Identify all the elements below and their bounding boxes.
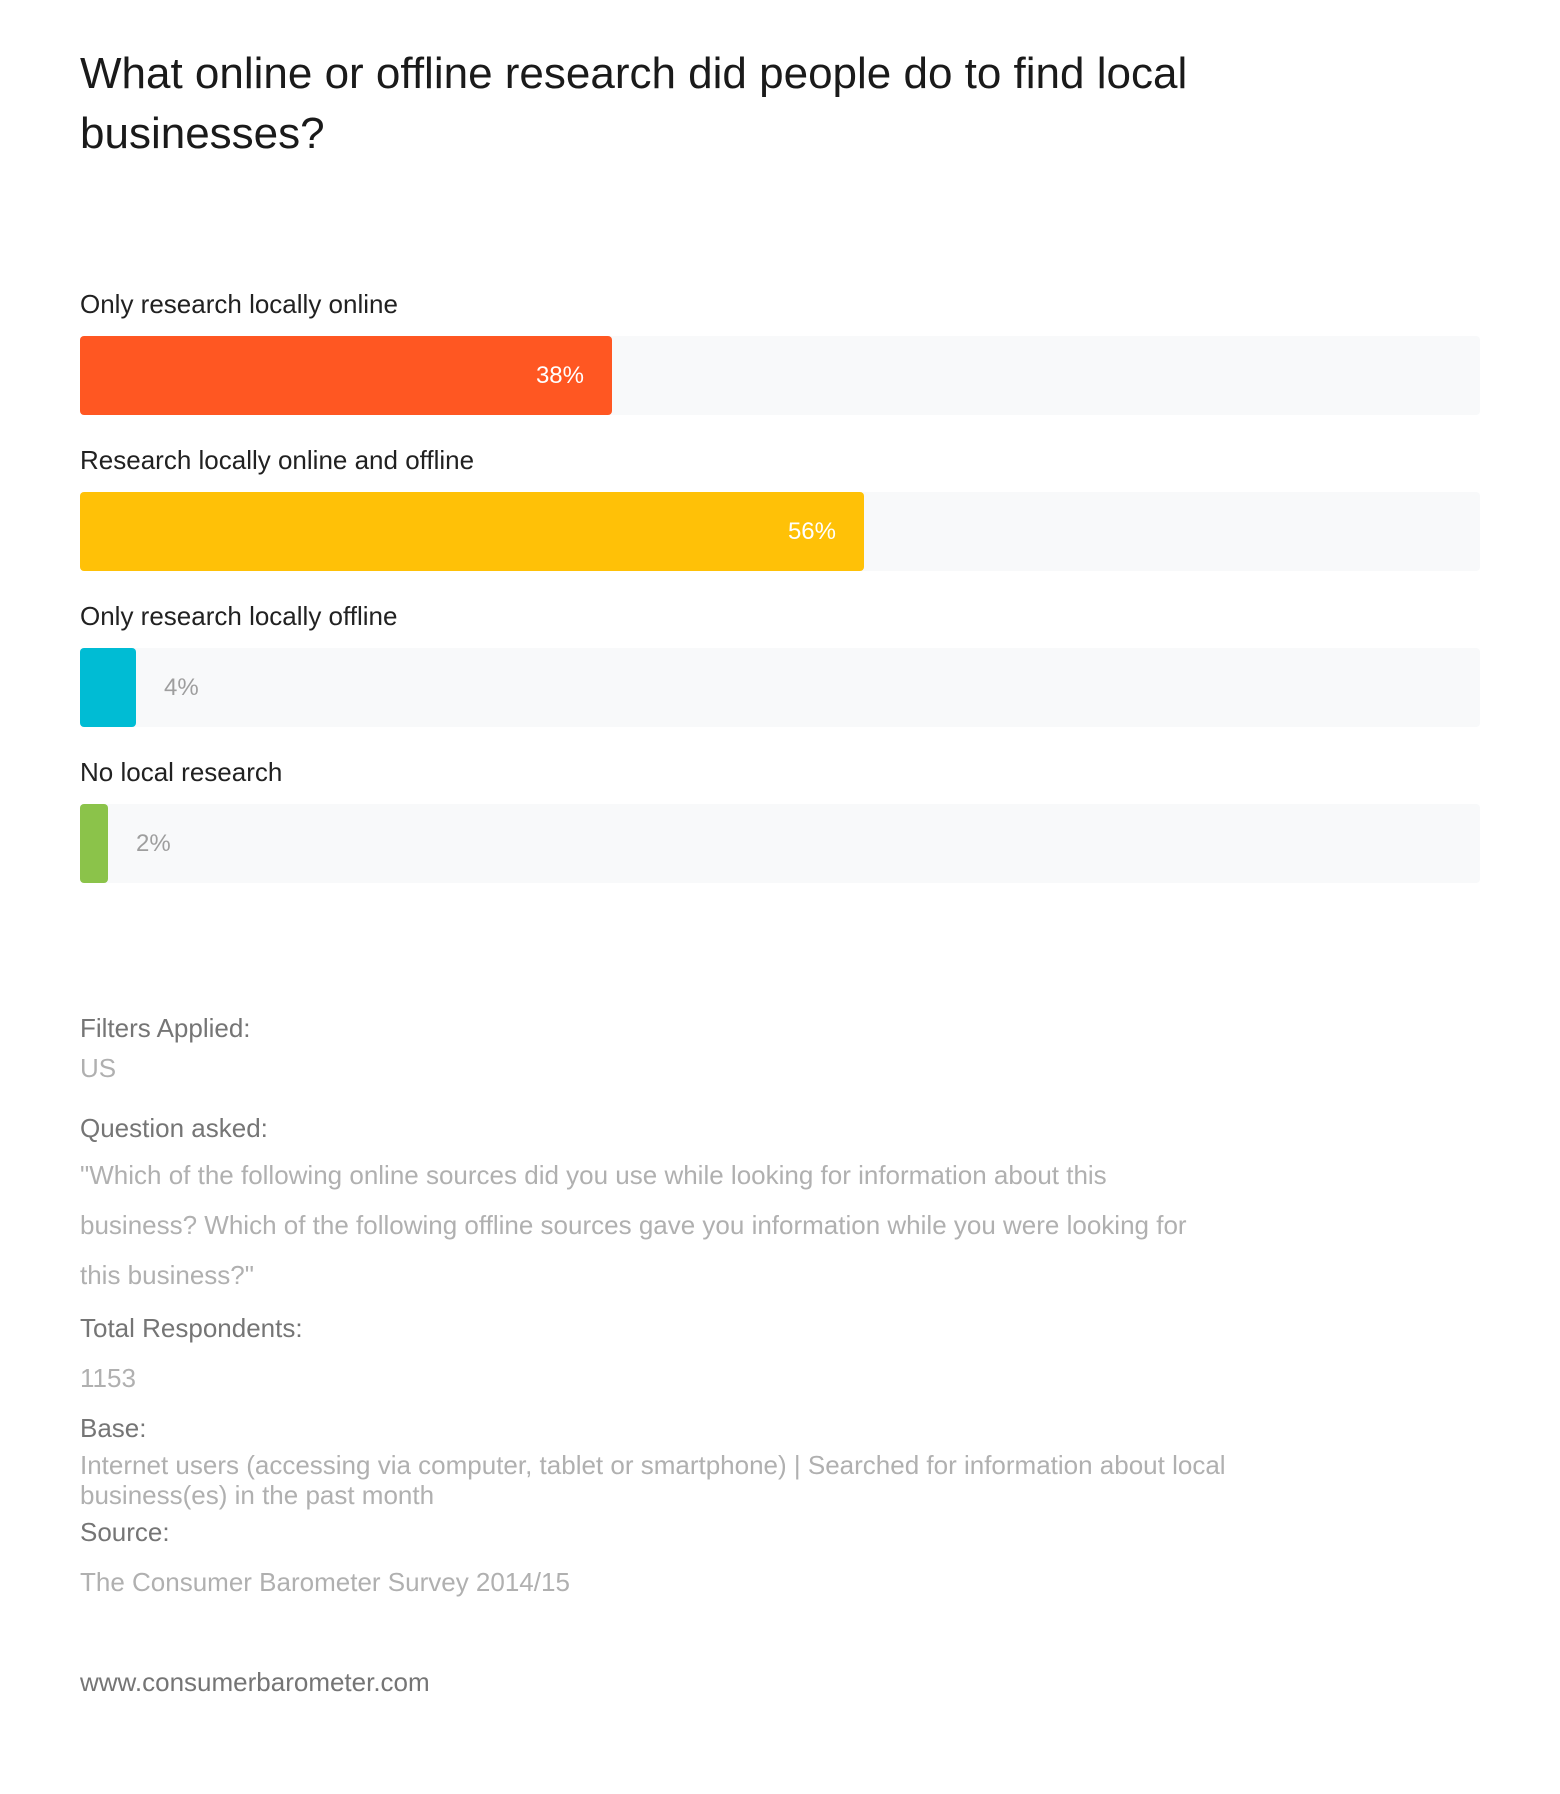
chart-row: Only research locally offline 4%: [80, 598, 1480, 754]
bar-track: 2%: [80, 804, 1480, 883]
bar: [80, 492, 864, 571]
chart-row: Research locally online and offline 56%: [80, 442, 1480, 598]
source-value: The Consumer Barometer Survey 2014/15: [80, 1567, 570, 1597]
bar-chart: Only research locally online 38% Research …: [80, 286, 1480, 910]
chart-title: What online or offline research did peop…: [80, 49, 1188, 158]
bar: [80, 336, 612, 415]
respondents-value: 1153: [80, 1363, 136, 1393]
bar-track: 38%: [80, 336, 1480, 415]
question-label: Question asked:: [80, 1113, 268, 1143]
category-label: Research locally online and offline: [80, 445, 475, 475]
question-value: "Which of the following online sources d…: [80, 1160, 1187, 1290]
chart-row: Only research locally online 38%: [80, 286, 1480, 442]
footer-url-link[interactable]: www.consumerbarometer.com: [80, 1667, 430, 1697]
bar-track: 56%: [80, 492, 1480, 571]
category-label: Only research locally online: [80, 289, 398, 319]
filters-label: Filters Applied:: [80, 1013, 251, 1043]
value-label: 38%: [535, 362, 584, 389]
bar: [80, 648, 136, 727]
category-label: No local research: [80, 757, 283, 787]
base-value: Internet users (accessing via computer, …: [80, 1450, 1226, 1510]
value-label: 56%: [787, 518, 836, 545]
bar: [80, 804, 108, 883]
value-label: 4%: [164, 674, 199, 701]
category-label: Only research locally offline: [80, 601, 398, 631]
bar-track: 4%: [80, 648, 1480, 727]
value-label: 2%: [136, 830, 171, 857]
chart-row: No local research 2%: [80, 754, 1480, 910]
base-label: Base:: [80, 1413, 147, 1443]
source-label: Source:: [80, 1517, 170, 1547]
respondents-label: Total Respondents:: [80, 1313, 303, 1343]
filters-value: US: [80, 1053, 117, 1083]
